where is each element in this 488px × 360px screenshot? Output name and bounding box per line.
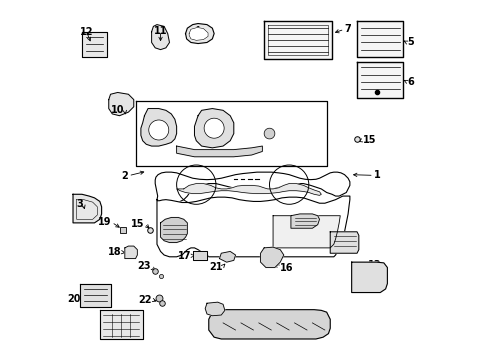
Polygon shape — [356, 21, 403, 57]
Text: 14: 14 — [335, 232, 348, 242]
Text: 2: 2 — [122, 171, 128, 181]
Text: 16: 16 — [279, 262, 292, 273]
Text: 11: 11 — [154, 26, 167, 36]
Text: 4: 4 — [194, 26, 200, 36]
Text: 3: 3 — [76, 199, 83, 209]
Text: 5: 5 — [406, 37, 413, 48]
Polygon shape — [100, 310, 142, 339]
Polygon shape — [135, 102, 326, 166]
Text: 13: 13 — [367, 260, 381, 270]
Text: 22: 22 — [138, 295, 151, 305]
Polygon shape — [155, 172, 349, 205]
Polygon shape — [108, 93, 134, 116]
Polygon shape — [351, 262, 386, 293]
Text: 6: 6 — [406, 77, 413, 87]
Text: 10: 10 — [111, 105, 124, 115]
Polygon shape — [219, 251, 235, 262]
Polygon shape — [160, 217, 187, 243]
Circle shape — [264, 128, 274, 139]
Text: 17: 17 — [178, 251, 191, 261]
Circle shape — [148, 120, 168, 140]
Polygon shape — [192, 251, 206, 260]
Polygon shape — [329, 232, 358, 253]
Polygon shape — [194, 109, 233, 148]
Polygon shape — [356, 62, 403, 98]
Polygon shape — [264, 21, 331, 59]
Text: 15: 15 — [363, 135, 376, 145]
Text: 18: 18 — [107, 247, 121, 257]
Polygon shape — [176, 146, 262, 157]
Polygon shape — [185, 23, 214, 44]
Polygon shape — [208, 310, 329, 339]
Polygon shape — [80, 284, 110, 307]
Text: 9: 9 — [208, 315, 215, 325]
Polygon shape — [73, 194, 102, 223]
Text: 23: 23 — [137, 261, 151, 271]
Polygon shape — [260, 247, 283, 267]
Polygon shape — [157, 196, 349, 257]
Text: 24: 24 — [105, 332, 119, 342]
Polygon shape — [82, 32, 107, 57]
Polygon shape — [272, 216, 340, 248]
Text: 1: 1 — [373, 170, 380, 180]
Text: 12: 12 — [80, 27, 93, 37]
Text: 7: 7 — [344, 24, 350, 34]
Polygon shape — [151, 24, 169, 50]
Circle shape — [203, 118, 224, 138]
Text: 19: 19 — [98, 217, 111, 227]
Text: 8: 8 — [256, 332, 263, 342]
Polygon shape — [290, 214, 319, 228]
Polygon shape — [205, 302, 224, 316]
Text: 25: 25 — [297, 222, 310, 232]
Text: 15: 15 — [131, 219, 144, 229]
Polygon shape — [189, 27, 207, 40]
Text: 20: 20 — [67, 294, 81, 303]
Polygon shape — [124, 246, 137, 258]
Text: 21: 21 — [208, 262, 222, 272]
Polygon shape — [176, 184, 321, 195]
Polygon shape — [141, 109, 176, 146]
